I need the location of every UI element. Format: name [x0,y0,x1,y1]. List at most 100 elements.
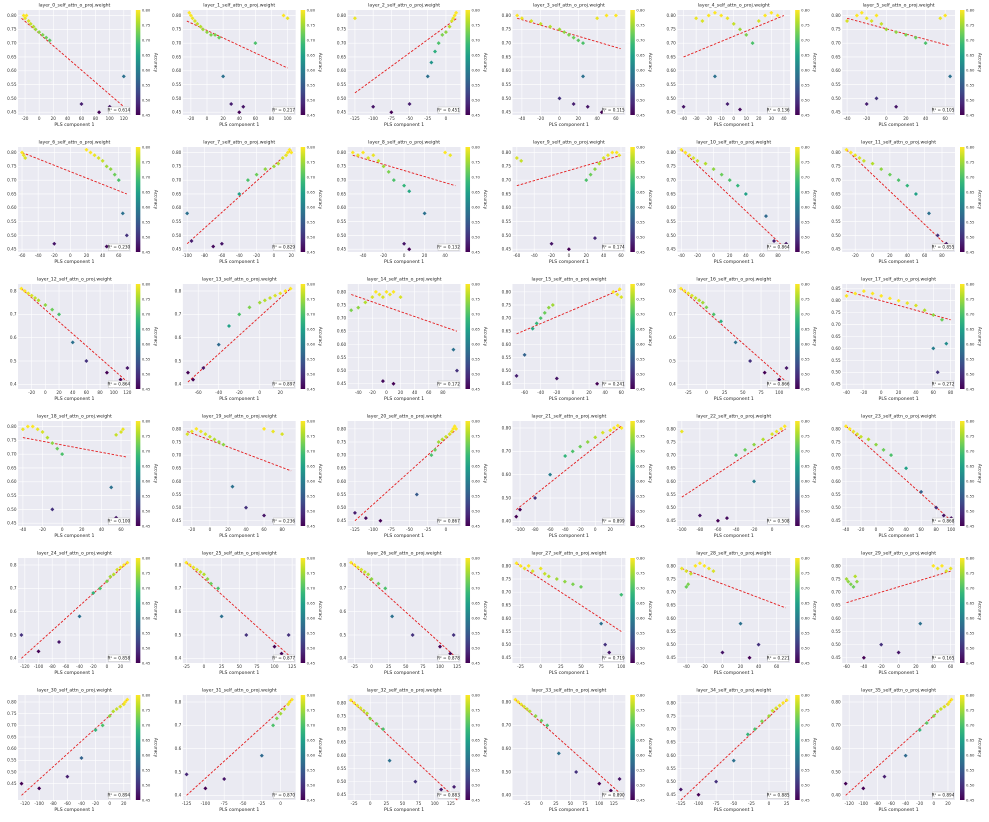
y-tick-label: 0.75 [831,164,841,169]
subplot-title: layer_14_self_attn_o_proj.weight [367,277,442,283]
data-point [217,35,222,40]
y-tick-label: 0.55 [337,355,347,360]
data-point [759,719,764,724]
y-tick-label: 0.45 [502,655,512,660]
x-tick-label: -40 [733,527,740,532]
x-tick-label: 125 [288,664,296,669]
y-tick-label: 0.55 [337,82,347,87]
r2-box [767,654,789,662]
x-tick-label: 80 [97,390,103,395]
colorbar-label: Accuracy [978,53,983,73]
x-tick-label: -40 [902,801,909,806]
regression-line [354,428,458,522]
colorbar-tick-label: 0.60 [472,752,481,757]
colorbar-tick-label: 0.50 [142,782,151,787]
data-point [570,449,575,454]
data-point [237,312,242,317]
data-point [947,700,952,704]
colorbar-tick-label: 0.75 [636,22,645,27]
colorbar-tick-label: 0.55 [636,767,645,772]
y-tick-label: 0.45 [831,382,841,387]
data-point [844,577,849,581]
colorbar-tick-label: 0.50 [307,97,316,102]
data-point [539,718,544,723]
r2-box [932,380,954,388]
data-point [247,305,252,310]
x-axis-label: PLS component 1 [219,533,259,539]
colorbar-tick-label: 0.60 [472,615,481,620]
data-point [870,161,875,166]
data-point [522,352,527,357]
data-point [879,293,884,298]
data-point [864,101,869,106]
x-tick-label: 100 [106,116,114,121]
data-point [241,104,246,109]
data-point [538,316,543,321]
x-tick-label: 80 [948,390,954,395]
data-point [376,581,381,586]
data-point [576,38,581,43]
data-point [743,447,748,452]
data-point [939,317,944,322]
plot-area [18,147,131,252]
x-axis-label: PLS component 1 [219,122,259,128]
colorbar-tick-label: 0.65 [307,463,316,468]
colorbar-tick-label: 0.65 [801,189,810,194]
plot-area [182,421,296,526]
data-point [222,777,227,781]
data-point [70,340,75,345]
data-point [529,19,534,24]
y-tick-label: 0.70 [337,316,347,321]
data-point [23,16,28,21]
data-point [712,74,717,79]
y-tick-label: 0.80 [831,699,841,704]
y-tick-label: 0.55 [831,219,841,224]
colorbar-tick-label: 0.60 [472,341,481,346]
x-tick-label: 20 [608,527,614,532]
colorbar-tick-label: 0.75 [801,707,810,712]
x-tick-label: -25 [685,390,692,395]
colorbar-tick-label: 0.45 [801,797,810,802]
data-point [422,211,427,216]
data-point [268,296,273,300]
y-tick-label: 0.70 [337,453,347,458]
data-point [695,158,700,163]
data-point [597,781,602,786]
colorbar-tick-label: 0.75 [307,707,316,712]
subplot-title: layer_12_self_attn_o_proj.weight [37,277,112,283]
data-point [112,172,117,177]
x-tick-label: 20 [903,116,909,121]
data-point [286,702,291,707]
y-tick-label: 0.70 [502,41,512,46]
subplot-title: layer_0_self_attn_o_proj.weight [38,3,110,9]
colorbar-tick-label: 0.80 [801,692,810,697]
subplot-11: layer_11_self_attn_o_proj.weight-20 0 20 40… [831,140,982,266]
colorbar-tick-label: 0.50 [307,782,316,787]
colorbar-tick-label: 0.45 [307,660,316,665]
x-tick-label: -60 [195,390,202,395]
x-tick-label: 0 [705,390,708,395]
x-tick-label: 80 [939,253,945,258]
data-point [384,289,389,294]
data-point [704,305,709,310]
data-point [874,442,879,447]
regression-line [187,288,291,383]
y-tick-label: 0.55 [337,492,347,497]
colorbar-tick-label: 0.45 [307,523,316,528]
x-tick-label: -20 [51,253,58,258]
data-point [519,16,524,21]
y-tick-label: 0.65 [337,740,347,745]
data-point [36,649,41,654]
colorbar-tick-label: 0.50 [636,782,645,787]
data-point [903,32,908,37]
colorbar-tick-label: 0.45 [472,797,481,802]
y-tick-label: 0.70 [337,727,347,732]
colorbar-tick-label: 0.70 [472,311,481,316]
data-point [57,640,62,644]
data-point [371,153,376,158]
x-axis-label: PLS component 1 [714,670,754,676]
y-tick-label: 0.45 [667,655,677,660]
x-tick-label: 0 [771,527,774,532]
data-point [253,41,258,46]
y-tick-label: 0.80 [667,13,677,18]
